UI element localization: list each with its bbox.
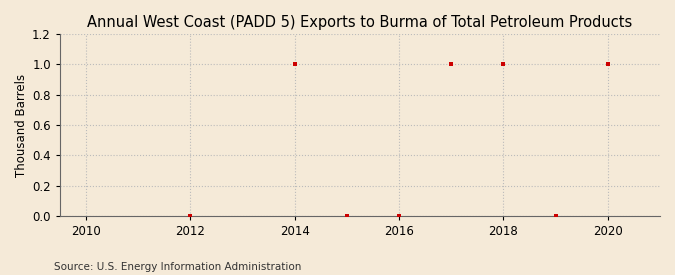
Point — [498, 62, 509, 67]
Point — [185, 214, 196, 218]
Text: Source: U.S. Energy Information Administration: Source: U.S. Energy Information Administ… — [54, 262, 301, 272]
Point — [550, 214, 561, 218]
Point — [342, 214, 352, 218]
Point — [446, 62, 457, 67]
Title: Annual West Coast (PADD 5) Exports to Burma of Total Petroleum Products: Annual West Coast (PADD 5) Exports to Bu… — [87, 15, 632, 30]
Point — [290, 62, 300, 67]
Point — [602, 62, 613, 67]
Point — [394, 214, 404, 218]
Y-axis label: Thousand Barrels: Thousand Barrels — [15, 73, 28, 177]
